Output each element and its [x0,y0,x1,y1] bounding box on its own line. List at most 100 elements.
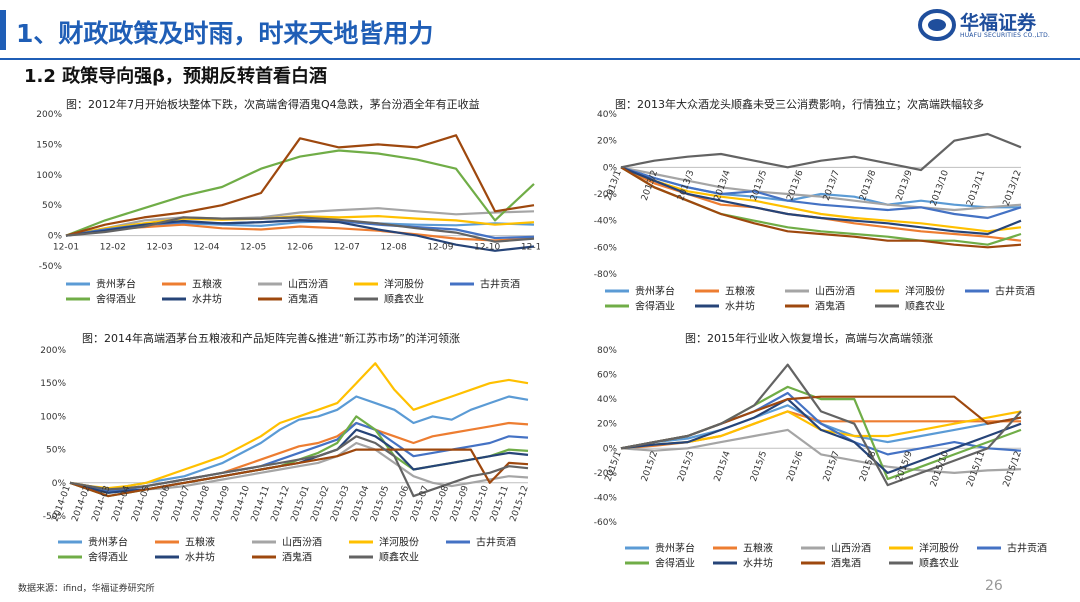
header-divider [0,58,1080,60]
series-line-顺鑫农业 [69,435,529,498]
x-tick-label: 12-01 [53,243,79,253]
x-tick-label: 2013/9 [894,169,914,202]
x-tick-label: 12-05 [240,243,266,253]
x-tick-label: 12-09 [427,243,453,253]
x-tick-label: 12-04 [193,243,219,253]
series-line-酒鬼酒 [620,166,1022,249]
legend-label: 水井坊 [743,557,773,570]
logo-text-cn: 华福证券 [960,12,1037,34]
x-tick-label: 12-11 [521,243,540,253]
series-line-山西汾酒 [65,207,535,237]
x-tick-label: 2014-10 [230,484,252,523]
legend-label: 酒鬼酒 [831,557,861,570]
chart-panel-2014: 图：2014年高端酒茅台五粮液和产品矩阵完善&推进“新江苏市场”的洋河领涨 20… [30,326,540,576]
y-tick-label: 200% [36,110,62,120]
legend-label: 贵州茅台 [635,285,675,298]
legend-label: 洋河股份 [379,536,419,549]
legend-label: 舍得酒业 [635,300,675,313]
y-tick-label: 200% [40,346,66,356]
legend-label: 古井贡酒 [1007,542,1047,555]
chart-2012: 200% 150% 100% 50% 0% -50% 12-01 12-02 12-03 12-0… [36,110,547,306]
x-tick-label: 2015-05 [369,484,391,523]
x-tick-label: 2015/6 [785,450,805,483]
x-tick-label: 2015/1 [604,450,624,483]
y-tick-label: 0% [48,232,63,242]
legend-label: 山西汾酒 [815,286,855,298]
y-tick-label: -50% [39,262,63,272]
chart-title: 图：2014年高端酒茅台五粮液和产品矩阵完善&推进“新江苏市场”的洋河领涨 [82,332,460,345]
legend-label: 贵州茅台 [96,278,136,291]
legend-label: 洋河股份 [905,285,945,298]
y-tick-label: 40% [597,395,617,405]
x-tick-label: 2014-07 [170,484,192,523]
y-tick-label: -40% [594,217,618,227]
x-tick-label: 12-03 [147,243,173,253]
x-tick-label: 2014-12 [270,484,292,523]
y-tick-label: 0% [52,479,67,489]
series-line-古井贡酒 [620,166,1022,220]
legend-label: 酒鬼酒 [815,300,845,313]
series-line-贵州茅台 [69,395,529,491]
series-line-洋河股份 [69,362,529,490]
x-tick-label: 2015/8 [858,450,878,483]
x-tick-label: 2014-02 [70,484,92,523]
legend-label: 顺鑫农业 [384,293,424,306]
legend-label: 舍得酒业 [88,551,128,564]
chart-title: 图：2015年行业收入恢复增长，高端与次高端领涨 [685,332,933,345]
series-line-舍得酒业 [65,149,535,237]
x-tick-label: 2013/1 [604,169,624,202]
y-tick-label: 20% [597,420,617,430]
chart-panel-2013: 图：2013年大众酒龙头顺鑫未受三公消费影响，行情独立；次高端跌幅较多 40% 2… [575,92,1065,313]
series-line-水井坊 [65,219,535,252]
legend-label: 五粮液 [743,542,773,555]
y-tick-label: -60% [594,518,618,528]
legend-label: 贵州茅台 [88,536,128,549]
chart-panel-2012: 图：2012年7月开始板块整体下跌，次高端舍得酒鬼Q4急跌，茅台汾酒全年有正收益… [30,92,547,312]
y-tick-label: -60% [594,243,618,253]
huafu-logo-icon [918,9,956,41]
x-tick-label: 2014-01 [51,484,73,523]
x-tick-label: 2015-07 [409,484,431,523]
legend-label: 酒鬼酒 [288,293,318,306]
chart-2013: 40%20%0%-20%-40%-60%-80%2013/1 2013/2 2013… [594,110,1035,313]
y-tick-label: 50% [42,201,62,211]
legend-label: 顺鑫农业 [905,300,945,313]
x-tick-label: 2015-11 [489,484,511,523]
y-tick-label: -50% [43,512,67,522]
legend-label: 山西汾酒 [831,543,871,555]
footer-source: 数据来源：ifind，华福证券研究所 [18,584,155,594]
x-tick-label: 2015/9 [894,450,914,483]
legend-label: 舍得酒业 [655,557,695,570]
series-line-水井坊 [620,397,1022,474]
legend-label: 古井贡酒 [480,278,520,291]
x-tick-label: 2015-01 [290,484,312,523]
legend-label: 古井贡酒 [995,285,1035,298]
chart-panel-2015: 图：2015年行业收入恢复增长，高端与次高端领涨 80% 60% 40% 20% 0% -… [575,326,1065,576]
series-line-山西汾酒 [620,166,1022,212]
legend-label: 顺鑫农业 [379,551,419,564]
x-tick-label: 2015/4 [713,450,733,483]
series-line-洋河股份 [65,214,535,237]
x-tick-label: 12-06 [287,243,313,253]
series-line-洋河股份 [620,166,1022,233]
x-tick-label: 2013/7 [822,169,842,202]
y-tick-label: 0% [603,163,618,173]
huafu-logo: 华福证券 HUAFU SECURITIES CO.,LTD. [918,8,1068,44]
legend-label: 酒鬼酒 [282,551,312,564]
legend-label: 水井坊 [725,300,755,313]
y-tick-label: 0% [603,444,618,454]
legend-label: 古井贡酒 [476,536,516,549]
header-band: 1、财政政策及时雨，时来天地皆用力 华福证券 HUAFU SECURITIES … [0,0,1080,60]
x-tick-label: 2014-09 [210,484,232,523]
series-line-酒鬼酒 [69,448,529,498]
y-tick-label: 40% [597,110,617,120]
x-tick-label: 2015-03 [329,484,351,523]
legend-label: 五粮液 [185,536,215,549]
y-tick-label: 50% [46,446,66,456]
x-tick-label: 2013/8 [858,169,878,202]
y-tick-label: -20% [594,190,618,200]
legend-label: 五粮液 [192,278,222,291]
chart-title: 图：2012年7月开始板块整体下跌，次高端舍得酒鬼Q4急跌，茅台汾酒全年有正收益 [66,98,480,111]
legend-label: 五粮液 [725,285,755,298]
